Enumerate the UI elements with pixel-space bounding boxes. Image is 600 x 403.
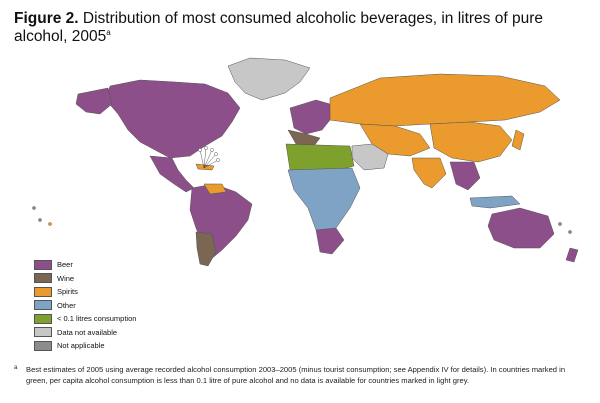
figure-title-marker: a: [106, 28, 111, 37]
legend-swatch: [34, 340, 52, 351]
region-guianas: [203, 183, 227, 195]
region-india: [411, 157, 447, 189]
legend-label: Data not available: [57, 327, 118, 337]
figure-label: Figure 2.: [14, 10, 79, 27]
region-china: [429, 121, 513, 163]
legend-label: Wine: [57, 273, 75, 283]
region-africa-central: [287, 167, 361, 239]
legend-label: Not applicable: [57, 341, 105, 351]
legend-item: Data not available: [34, 326, 136, 340]
region-southern-cone: [195, 231, 217, 267]
caribbean-callout: [198, 146, 220, 169]
legend-item: Beer: [34, 258, 136, 272]
legend-swatch: [34, 313, 52, 324]
region-europe-west: [289, 99, 331, 135]
legend-swatch: [34, 273, 52, 284]
world-map: [32, 57, 579, 267]
island-pacific-2: [38, 218, 42, 222]
figure-title-text: Distribution of most consumed alcoholic …: [14, 10, 543, 46]
region-russia: [329, 73, 561, 127]
legend-item: Wine: [34, 272, 136, 286]
legend-swatch: [34, 327, 52, 338]
legend-swatch: [34, 259, 52, 270]
legend-swatch: [34, 286, 52, 297]
legend-item: < 0.1 litres consumption: [34, 312, 136, 326]
legend-label: < 0.1 litres consumption: [57, 314, 137, 324]
footnote-text: Best estimates of 2005 using average rec…: [26, 365, 566, 385]
region-alaska: [75, 87, 113, 115]
map-legend: Beer Wine Spirits Other < 0.1 litres consump…: [34, 258, 136, 353]
region-japan: [511, 129, 525, 151]
island-pacific-3: [48, 222, 52, 226]
region-north-america: [105, 79, 241, 159]
island-pacific-4: [558, 222, 562, 226]
island-pacific-1: [32, 206, 36, 210]
region-new-zealand: [565, 247, 579, 263]
legend-item: Spirits: [34, 285, 136, 299]
legend-label: Other: [57, 300, 76, 310]
region-greenland: [227, 57, 311, 101]
legend-item: Other: [34, 299, 136, 313]
legend-label: Beer: [57, 260, 73, 270]
footnote: a Best estimates of 2005 using average r…: [14, 364, 586, 386]
region-africa-south: [315, 227, 345, 255]
figure-title: Figure 2. Distribution of most consumed …: [14, 10, 600, 46]
island-pacific-5: [568, 230, 572, 234]
region-australia: [487, 207, 555, 249]
region-indonesia: [469, 195, 521, 209]
region-europe-south: [287, 129, 321, 147]
region-southeast-asia: [449, 161, 481, 191]
region-north-africa: [285, 143, 355, 173]
legend-item: Not applicable: [34, 339, 136, 353]
legend-swatch: [34, 300, 52, 311]
footnote-marker: a: [14, 365, 18, 371]
legend-label: Spirits: [57, 287, 78, 297]
region-central-america: [149, 155, 195, 193]
